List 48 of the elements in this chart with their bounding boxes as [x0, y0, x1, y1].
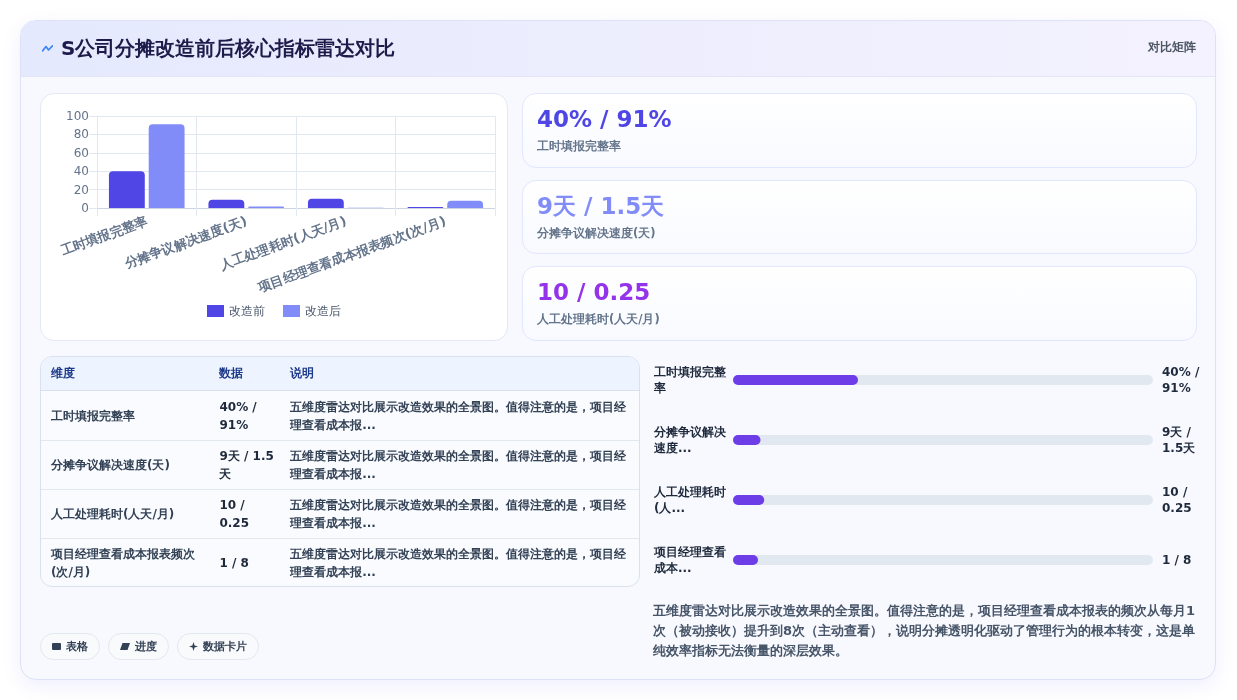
text: 40% / 91% — [219, 399, 257, 432]
text: 五维度雷达对比展示改造效果的全景图。值得注意的是，项目经理查看成本报... — [290, 498, 627, 530]
y-tick-label: 40 — [73, 164, 89, 179]
tag-chip: 表格 — [40, 633, 100, 660]
y-tick-label: 工时填报完整率 — [653, 365, 727, 395]
category-label: 工时填报完整率 — [51, 408, 135, 423]
y-tick-label: 80 — [73, 127, 89, 142]
text: 1 / 8 — [1162, 553, 1192, 567]
bar — [447, 200, 484, 208]
text: 9天 / 1.5天 — [537, 192, 665, 219]
y-tick-label: 0 — [81, 201, 89, 215]
text: 五维度雷达对比展示改造效果的全景图。值得注意的是，项目经理查看成本报... — [290, 449, 627, 481]
text: 10 / 0.25 — [537, 279, 651, 306]
y-tick-label: 100 — [66, 109, 89, 123]
bar — [307, 198, 344, 208]
text: 1 / 8 — [219, 556, 249, 570]
legend-label: 改造后 — [305, 304, 341, 318]
chart-title: S公司分摊改造前后核心指标雷达对比 — [61, 35, 396, 61]
category-label: 数据 — [218, 365, 245, 382]
category-label: 分摊争议解决速度(天) — [51, 458, 170, 472]
category-label: 维度 — [50, 365, 76, 382]
category-label: 说明 — [289, 365, 316, 382]
legend-label: 改造前 — [229, 304, 265, 318]
text: 9天 / 1.5天 — [219, 449, 274, 481]
y-tick-label: 人工处理耗时(人... — [653, 485, 726, 515]
category-label: 项目经理查看成本报表频次(次/月) — [51, 547, 195, 579]
bar — [208, 199, 245, 208]
text: 五维度雷达对比展示改造效果的全景图。值得注意的是，项目经理查看成本报表的频次从每月1次（被动接收）提升到8次（主动查看），说明分摊透明化驱动了管理行为的根本转变，这是单纯效率指标无法衡量的深层效果。 — [653, 602, 1197, 660]
bar — [108, 171, 145, 208]
text: 10 / 0.25 — [1162, 485, 1192, 515]
text: 10 / 0.25 — [219, 498, 250, 530]
tag-chip: 数据卡片 — [177, 633, 259, 660]
y-tick-label: 分摊争议解决速度... — [653, 425, 727, 455]
tag-chip: 进度 — [108, 633, 169, 660]
text: 五维度雷达对比展示改造效果的全景图。值得注意的是，项目经理查看成本报... — [290, 547, 627, 579]
y-tick-label: 60 — [73, 145, 89, 160]
text: 五维度雷达对比展示改造效果的全景图。值得注意的是，项目经理查看成本报... — [290, 399, 627, 432]
y-tick-label: 项目经理查看成本... — [653, 545, 726, 575]
category-label: 人工处理耗时(人天/月) — [537, 311, 660, 328]
category-label: 工时填报完整率 — [537, 138, 621, 154]
text: 9天 / 1.5天 — [1162, 425, 1197, 455]
category-label: 人工处理耗时(人天/月) — [51, 507, 175, 521]
bar — [733, 375, 858, 385]
text: 40% / 91% — [537, 106, 672, 132]
text: 40% / 91% — [1162, 365, 1204, 395]
text: 对比矩阵 — [1148, 39, 1196, 56]
bar — [148, 124, 185, 208]
y-tick-label: 20 — [73, 182, 89, 197]
